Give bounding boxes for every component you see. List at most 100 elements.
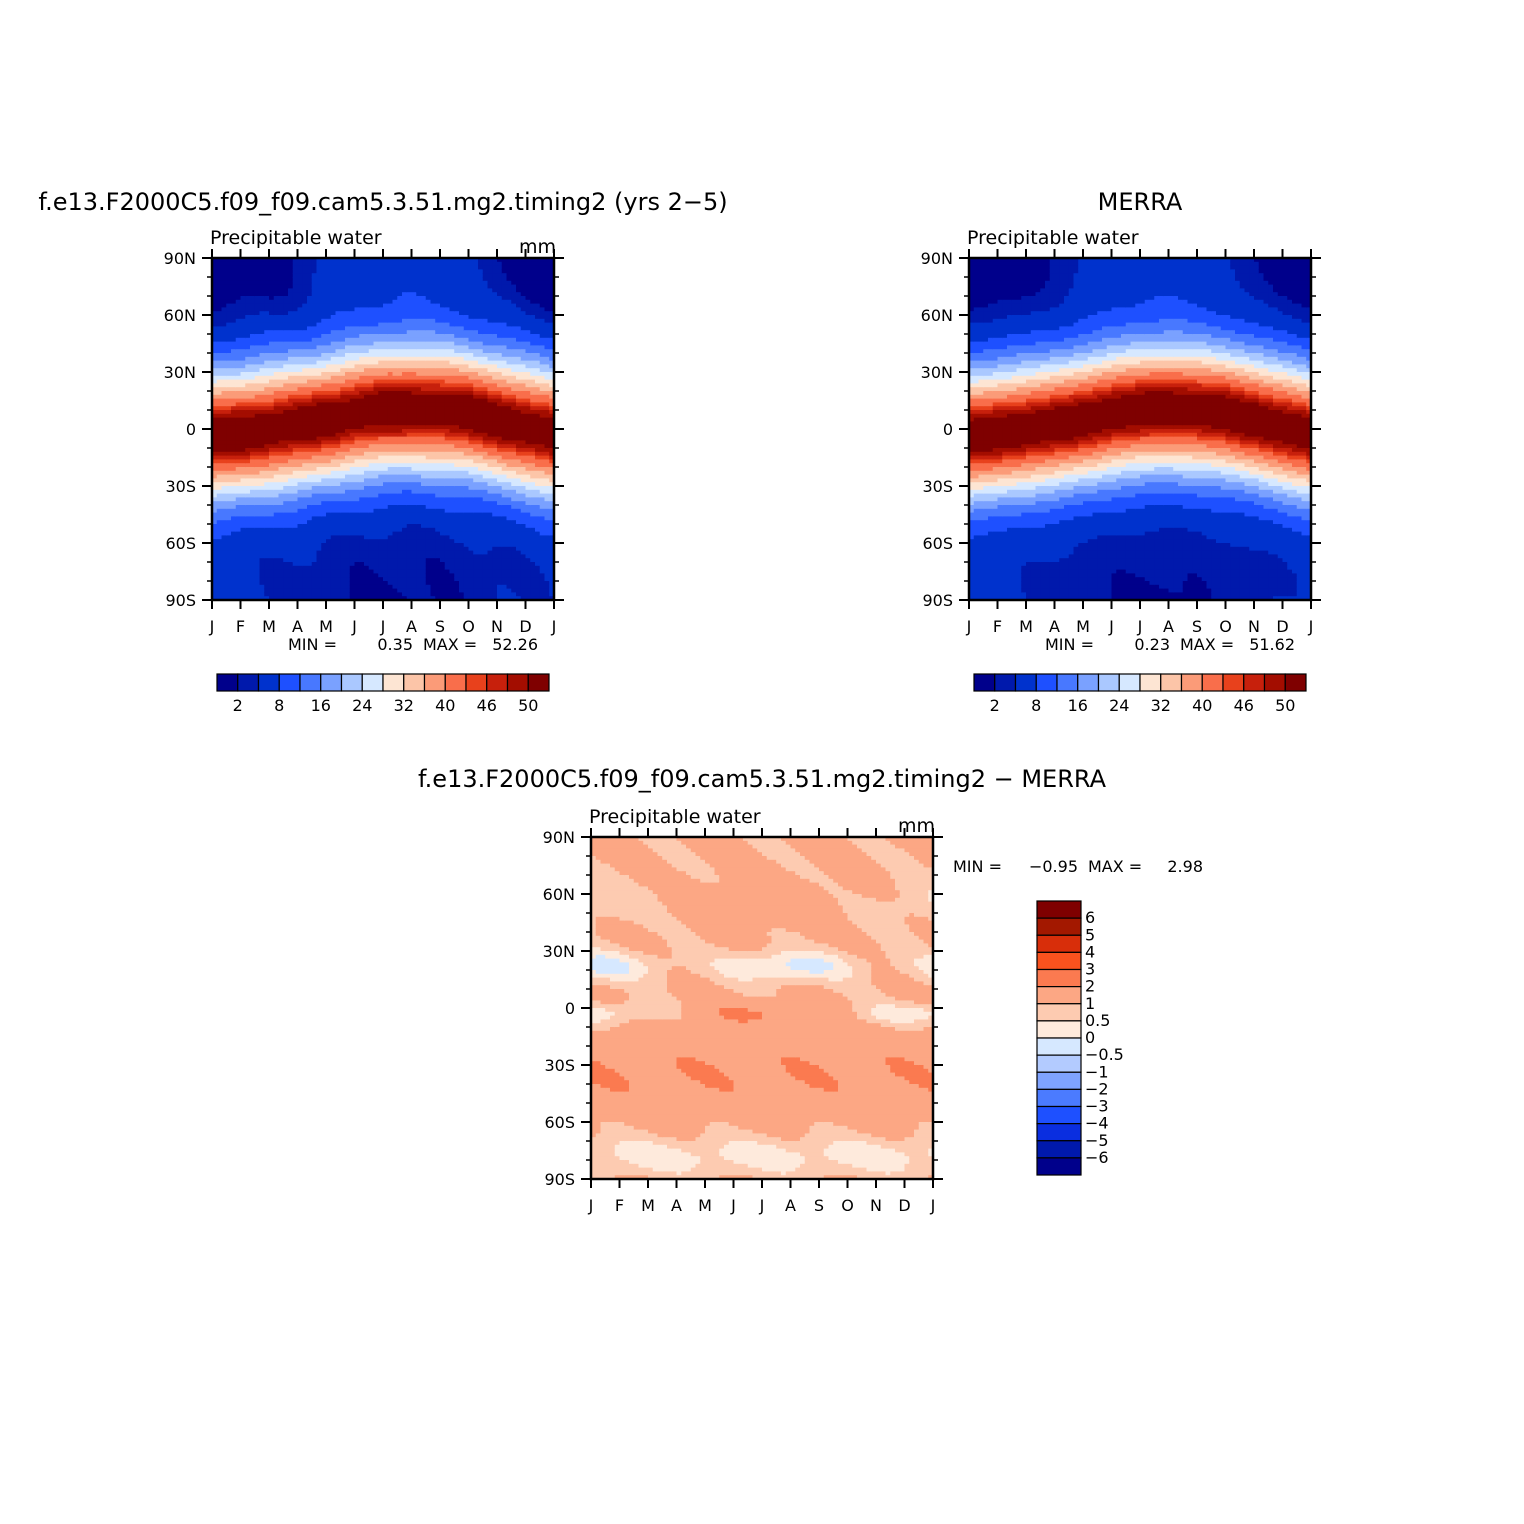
field-cell [406, 539, 413, 544]
field-cell [468, 588, 474, 593]
field-cell [278, 474, 284, 479]
field-cell [254, 406, 261, 411]
field-cell [406, 417, 413, 422]
field-cell [435, 516, 441, 521]
field-cell [240, 463, 246, 468]
field-cell [250, 356, 256, 362]
field-cell [254, 550, 261, 555]
field-cell [373, 588, 379, 593]
field-cell [269, 596, 275, 601]
field-cell [468, 398, 474, 403]
field-cell [288, 341, 294, 346]
field-cell [402, 592, 408, 597]
field-cell [359, 489, 365, 495]
field-cell [430, 429, 436, 434]
field-cell [378, 318, 384, 324]
field-cell [416, 474, 422, 479]
field-cell [397, 322, 403, 327]
field-cell [421, 360, 427, 365]
field-cell [425, 337, 432, 343]
field-cell [397, 463, 403, 468]
field-cell [288, 258, 294, 263]
field-cell [302, 478, 308, 483]
field-cell [235, 341, 242, 346]
field-cell [292, 391, 299, 396]
field-cell [378, 299, 384, 305]
field-cell [264, 353, 270, 358]
field-cell [307, 288, 313, 293]
field-cell [411, 516, 417, 521]
field-cell [240, 512, 246, 517]
field-cell [240, 554, 246, 559]
field-cell [444, 368, 451, 373]
field-cell [321, 444, 327, 449]
field-cell [273, 337, 280, 343]
field-cell [316, 463, 322, 468]
field-cell [307, 562, 313, 567]
field-cell [335, 440, 341, 445]
field-cell [345, 558, 351, 563]
field-cell [473, 410, 479, 415]
field-cell [226, 531, 232, 536]
field-cell [416, 482, 422, 487]
field-cell [364, 425, 370, 430]
field-cell [297, 478, 303, 483]
field-cell [330, 463, 337, 468]
field-cell [421, 345, 427, 350]
field-cell [288, 307, 294, 312]
field-cell [250, 417, 256, 422]
field-cell [226, 562, 232, 567]
field-cell [463, 292, 470, 297]
field-cell [406, 406, 413, 411]
field-cell [463, 535, 470, 540]
field-cell [364, 501, 370, 506]
field-cell [264, 360, 270, 365]
field-cell [416, 459, 422, 464]
field-cell [316, 372, 322, 377]
field-cell [383, 296, 389, 301]
field-cell [231, 489, 237, 495]
field-cell [212, 417, 218, 422]
field-cell [283, 459, 289, 464]
field-cell [449, 512, 455, 517]
field-cell [463, 269, 470, 274]
field-cell [411, 413, 417, 419]
field-cell [387, 273, 394, 278]
field-cell [368, 296, 375, 301]
field-cell [425, 444, 432, 449]
field-cell [283, 520, 289, 525]
field-cell [273, 444, 280, 449]
field-cell [440, 364, 446, 369]
field-cell [302, 375, 308, 381]
field-cell [283, 482, 289, 487]
field-cell [316, 535, 322, 540]
field-cell [330, 478, 337, 483]
field-cell [216, 261, 223, 267]
field-cell [326, 273, 332, 278]
field-cell [307, 368, 313, 373]
field-cell [245, 322, 251, 327]
field-cell [416, 288, 422, 293]
field-cell [302, 486, 308, 491]
field-cell [245, 269, 251, 274]
field-cell [269, 341, 275, 346]
field-cell [454, 410, 460, 415]
field-cell [345, 478, 351, 483]
field-cell [297, 584, 303, 590]
field-cell [273, 360, 280, 365]
field-cell [245, 463, 251, 468]
field-cell [311, 299, 318, 305]
field-cell [292, 573, 299, 578]
field-cell [307, 406, 313, 411]
field-cell [264, 417, 270, 422]
field-cell [240, 322, 246, 327]
field-cell [316, 596, 322, 601]
field-cell [354, 543, 360, 548]
field-cell [307, 577, 313, 582]
field-cell [435, 448, 441, 453]
field-cell [397, 562, 403, 567]
field-cell [345, 280, 351, 286]
field-cell [368, 341, 375, 346]
field-cell [259, 280, 265, 286]
field-cell [444, 303, 451, 308]
